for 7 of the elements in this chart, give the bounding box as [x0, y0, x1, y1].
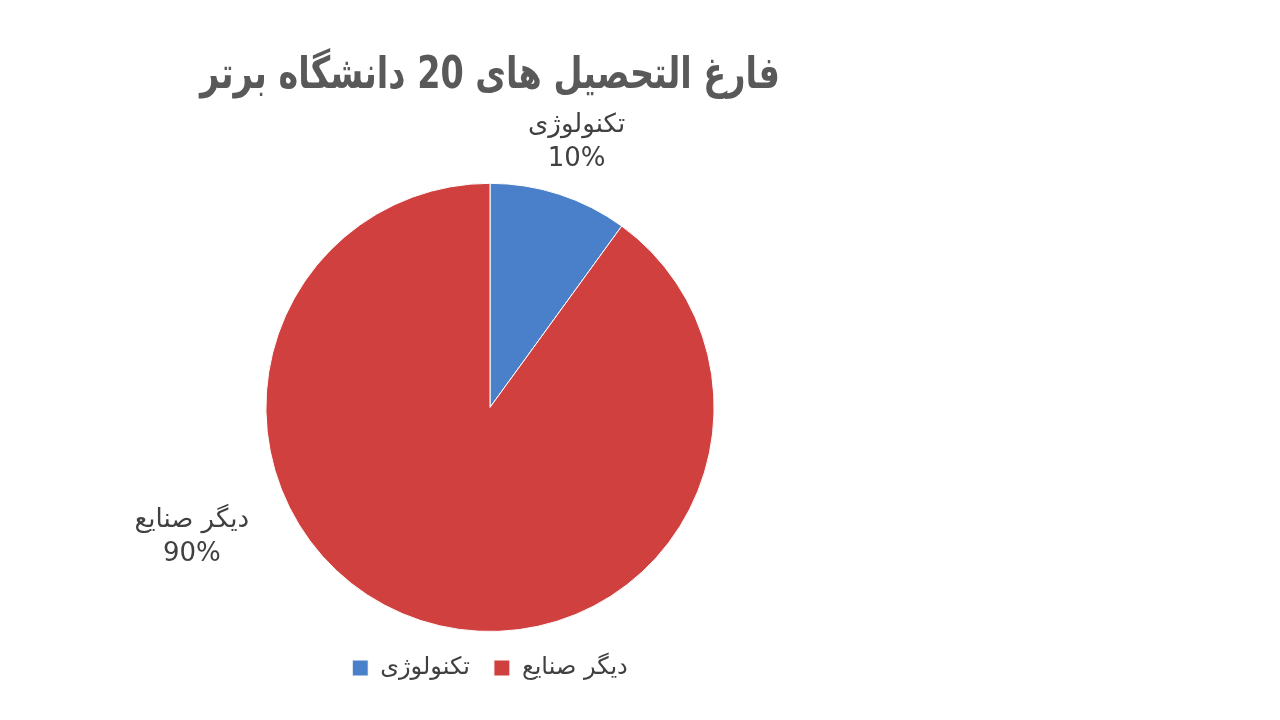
slice-label: دیگر صنایع — [134, 503, 250, 535]
chart-title: فارغ التحصیل های 20 دانشگاه برتر — [198, 47, 780, 100]
data-label: 90% — [162, 537, 221, 568]
legend-label: دیگر صنایع — [521, 652, 628, 681]
legend-label: تکنولوژی — [380, 652, 470, 681]
data-label: 10% — [547, 141, 606, 172]
slice-label: تکنولوژی — [527, 107, 626, 139]
